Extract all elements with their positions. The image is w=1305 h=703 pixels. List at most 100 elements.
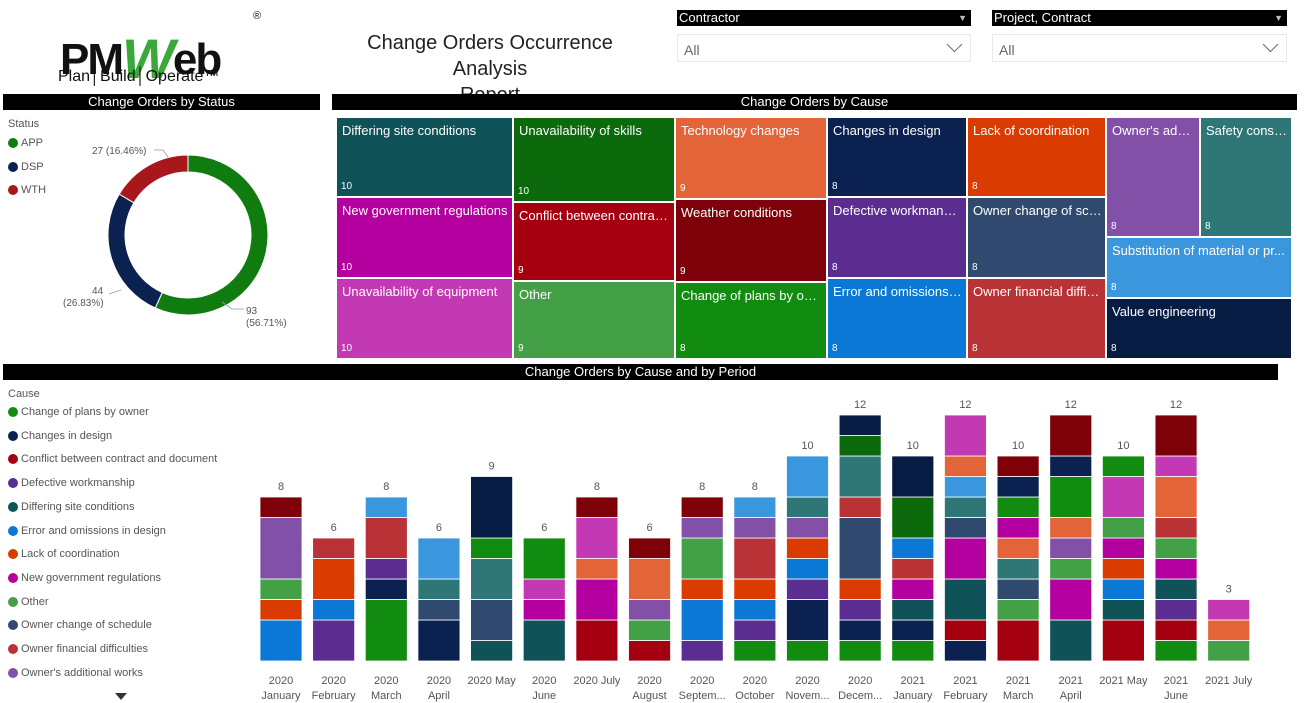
bar-segment[interactable]: [787, 579, 829, 600]
bar-segment[interactable]: [1050, 579, 1092, 620]
bar-segment[interactable]: [523, 620, 565, 661]
contractor-dropdown[interactable]: All: [677, 34, 971, 62]
treemap-tile[interactable]: Defective workmanship 8: [827, 197, 967, 278]
cause-legend-item[interactable]: Defective workmanship: [8, 477, 135, 489]
bar-segment[interactable]: [418, 538, 460, 579]
bar-segment[interactable]: [1050, 477, 1092, 518]
bar-segment[interactable]: [313, 600, 355, 621]
bar-segment[interactable]: [260, 620, 302, 661]
bar-segment[interactable]: [1102, 600, 1144, 621]
bar-segment[interactable]: [997, 477, 1039, 498]
bar-segment[interactable]: [1155, 600, 1197, 621]
treemap-tile[interactable]: Change of plans by ow... 8: [675, 282, 827, 359]
bar-segment[interactable]: [629, 600, 671, 621]
bar-segment[interactable]: [1155, 559, 1197, 580]
bar-segment[interactable]: [523, 579, 565, 600]
bar-segment[interactable]: [839, 497, 881, 518]
treemap-tile[interactable]: Safety consid... 8: [1200, 117, 1292, 237]
bar-segment[interactable]: [1050, 538, 1092, 559]
bar-segment[interactable]: [1102, 559, 1144, 580]
bar-segment[interactable]: [997, 538, 1039, 559]
bar-segment[interactable]: [892, 620, 934, 641]
bar-segment[interactable]: [734, 641, 776, 662]
treemap-tile[interactable]: Value engineering 8: [1106, 298, 1292, 359]
cause-legend-item[interactable]: Differing site conditions: [8, 501, 135, 513]
cause-legend-item[interactable]: Lack of coordination: [8, 548, 119, 560]
bar-segment[interactable]: [944, 538, 986, 579]
bar-segment[interactable]: [418, 579, 460, 600]
bar-segment[interactable]: [734, 579, 776, 600]
treemap-tile[interactable]: Unavailability of equipment 10: [336, 278, 513, 359]
treemap-tile[interactable]: Unavailability of skills 10: [513, 117, 675, 202]
bar-segment[interactable]: [787, 538, 829, 559]
bar-segment[interactable]: [681, 579, 723, 600]
treemap-tile[interactable]: Differing site conditions 10: [336, 117, 513, 197]
bar-segment[interactable]: [787, 497, 829, 518]
bar-segment[interactable]: [1102, 456, 1144, 477]
bar-segment[interactable]: [365, 579, 407, 600]
bar-segment[interactable]: [681, 600, 723, 641]
bar-segment[interactable]: [1208, 620, 1250, 641]
legend-scroll-down-icon[interactable]: [115, 693, 127, 700]
bar-segment[interactable]: [892, 641, 934, 662]
cause-legend-item[interactable]: Owner financial difficulties: [8, 643, 148, 655]
project-contract-dropdown[interactable]: All: [992, 34, 1287, 62]
bar-segment[interactable]: [787, 456, 829, 497]
bar-segment[interactable]: [892, 538, 934, 559]
bar-segment[interactable]: [1102, 518, 1144, 539]
bar-segment[interactable]: [1208, 600, 1250, 621]
bar-segment[interactable]: [1050, 415, 1092, 456]
bar-segment[interactable]: [839, 415, 881, 436]
bar-segment[interactable]: [997, 600, 1039, 621]
bar-segment[interactable]: [787, 559, 829, 580]
cause-legend-item[interactable]: Other: [8, 596, 49, 608]
bar-segment[interactable]: [839, 579, 881, 600]
bar-segment[interactable]: [734, 497, 776, 518]
bar-segment[interactable]: [1102, 538, 1144, 559]
bar-segment[interactable]: [997, 579, 1039, 600]
bar-segment[interactable]: [892, 559, 934, 580]
bar-segment[interactable]: [1102, 579, 1144, 600]
bar-segment[interactable]: [1155, 620, 1197, 641]
bar-segment[interactable]: [418, 620, 460, 661]
bar-segment[interactable]: [1155, 538, 1197, 559]
treemap-tile[interactable]: Owner change of sch... 8: [967, 197, 1106, 278]
bar-segment[interactable]: [944, 477, 986, 498]
donut-slice-dsp[interactable]: [108, 194, 162, 308]
bar-segment[interactable]: [997, 456, 1039, 477]
bar-segment[interactable]: [839, 456, 881, 497]
bar-segment[interactable]: [839, 641, 881, 662]
treemap-tile[interactable]: Lack of coordination 8: [967, 117, 1106, 197]
bar-segment[interactable]: [944, 456, 986, 477]
cause-legend-item[interactable]: Change of plans by owner: [8, 406, 149, 418]
bar-segment[interactable]: [629, 620, 671, 641]
bar-segment[interactable]: [1050, 620, 1092, 661]
treemap-tile[interactable]: Error and omissions i... 8: [827, 278, 967, 359]
bar-segment[interactable]: [576, 497, 618, 518]
bar-segment[interactable]: [471, 600, 513, 641]
bar-segment[interactable]: [997, 559, 1039, 580]
bar-segment[interactable]: [839, 436, 881, 457]
bar-segment[interactable]: [471, 559, 513, 600]
bar-segment[interactable]: [839, 600, 881, 621]
treemap-tile[interactable]: New government regulations 10: [336, 197, 513, 278]
bar-segment[interactable]: [313, 559, 355, 600]
bar-segment[interactable]: [576, 559, 618, 580]
bar-segment[interactable]: [839, 518, 881, 580]
bar-segment[interactable]: [787, 518, 829, 539]
bar-segment[interactable]: [1155, 518, 1197, 539]
bar-segment[interactable]: [734, 518, 776, 539]
bar-segment[interactable]: [1155, 477, 1197, 518]
treemap-tile[interactable]: Owner's addi... 8: [1106, 117, 1200, 237]
bar-segment[interactable]: [944, 620, 986, 641]
treemap-tile[interactable]: Other 9: [513, 281, 675, 359]
bar-segment[interactable]: [576, 620, 618, 661]
treemap-tile[interactable]: Substitution of material or pr... 8: [1106, 237, 1292, 298]
bar-segment[interactable]: [1050, 518, 1092, 539]
cause-legend-item[interactable]: New government regulations: [8, 572, 161, 584]
bar-segment[interactable]: [681, 497, 723, 518]
bar-segment[interactable]: [944, 497, 986, 518]
bar-segment[interactable]: [681, 641, 723, 662]
cause-legend-item[interactable]: Owner change of schedule: [8, 619, 152, 631]
bar-segment[interactable]: [1155, 641, 1197, 662]
